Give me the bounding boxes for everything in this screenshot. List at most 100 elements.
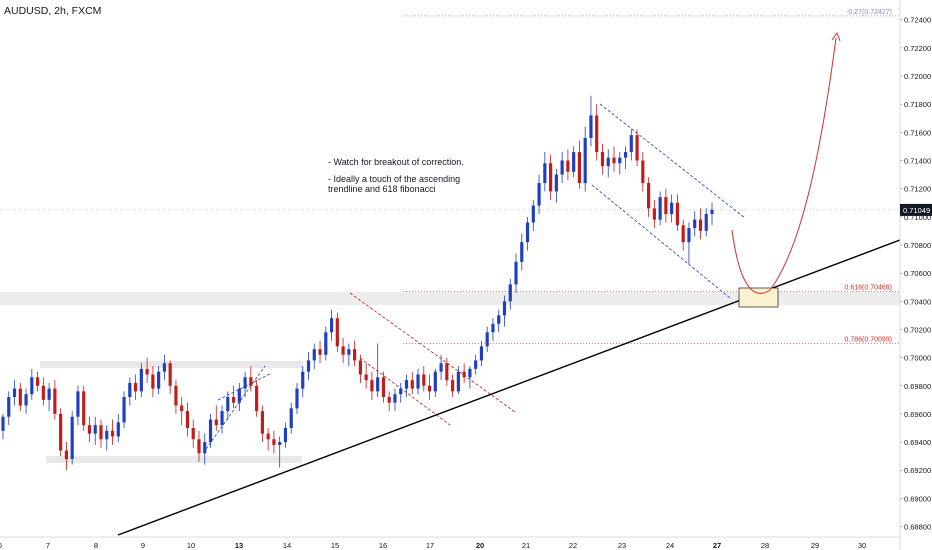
- candle-body: [675, 202, 679, 226]
- time-tick-label: 29: [811, 541, 819, 550]
- support-zone: [46, 456, 302, 463]
- candle-body: [255, 385, 259, 412]
- candle-body: [7, 397, 11, 417]
- candle-body: [110, 430, 115, 437]
- candle-body: [226, 397, 230, 412]
- candle-body: [301, 371, 305, 389]
- symbol-title: AUDUSD, 2h, FXCM: [4, 5, 102, 17]
- candle-body: [664, 197, 668, 214]
- candle-body: [520, 242, 524, 262]
- time-tick-label: 24: [666, 541, 674, 550]
- candle-body: [462, 371, 466, 378]
- price-tick-label: 0.71200: [904, 185, 931, 194]
- time-tick-label: 16: [379, 541, 387, 550]
- candle-body: [497, 315, 501, 324]
- time-tick-label: 9: [141, 541, 145, 550]
- candle-body: [508, 284, 512, 302]
- price-tick-label: 0.70800: [904, 241, 931, 250]
- candle-body: [456, 371, 460, 392]
- candle-body: [577, 152, 582, 184]
- price-tick-label: 0.71600: [904, 128, 931, 137]
- candle-body: [93, 425, 97, 434]
- candle-body: [364, 374, 368, 381]
- candle-body: [491, 323, 495, 333]
- price-tick-label: 0.72000: [904, 72, 931, 81]
- candle-body: [231, 397, 236, 403]
- candle-body: [433, 371, 437, 392]
- price-tick-label: 0.70400: [904, 297, 931, 306]
- candle-body: [347, 349, 351, 355]
- candle-body: [600, 152, 605, 167]
- candle-body: [122, 397, 126, 423]
- candle-body: [704, 214, 708, 231]
- candle-body: [698, 219, 703, 231]
- candle-body: [283, 428, 288, 443]
- candle-body: [220, 411, 224, 426]
- last-price-tag: [900, 203, 932, 216]
- candle-body: [468, 368, 472, 378]
- candle-body: [404, 380, 409, 389]
- candle-body: [105, 430, 109, 440]
- candle-body: [185, 411, 190, 428]
- candle-body: [197, 439, 201, 454]
- candle-body: [353, 349, 357, 361]
- candle-body: [681, 225, 685, 243]
- candle-body: [537, 183, 541, 206]
- candle-body: [64, 450, 68, 459]
- candle-body: [618, 157, 622, 164]
- candle-body: [145, 368, 149, 375]
- candle-body: [387, 397, 391, 403]
- time-tick-label: 28: [761, 541, 769, 550]
- time-tick-label: 10: [187, 541, 195, 550]
- channel-up-lower: [205, 365, 266, 450]
- candle-body: [416, 374, 420, 389]
- candle-body: [76, 391, 80, 417]
- time-tick-label: 17: [426, 541, 434, 550]
- candle-body: [53, 388, 57, 414]
- candle-body: [295, 388, 299, 409]
- candle-body: [560, 160, 564, 175]
- candle-body: [410, 380, 414, 389]
- candle-body: [18, 388, 22, 406]
- candle-body: [635, 135, 639, 161]
- candle-body: [693, 219, 697, 229]
- candle-body: [133, 382, 138, 392]
- candle-body: [445, 363, 449, 381]
- candle-body: [658, 197, 662, 220]
- price-tick-label: 0.69800: [904, 382, 931, 391]
- candle-body: [485, 332, 489, 347]
- price-tick-label: 0.69200: [904, 466, 931, 475]
- price-tick-label: 0.69000: [904, 494, 931, 503]
- candle-body: [208, 419, 213, 443]
- time-tick-label: 21: [522, 541, 530, 550]
- candle-body: [710, 209, 714, 214]
- candle-body: [641, 160, 645, 184]
- time-tick-label: 20: [476, 541, 484, 550]
- candle-body: [554, 174, 558, 192]
- price-tick-label: 0.71800: [904, 100, 931, 109]
- fib-level-0786-label: 0.786(0.70099): [845, 337, 892, 344]
- candle-body: [157, 371, 161, 389]
- price-tick-label: 0.69600: [904, 410, 931, 419]
- candle-body: [180, 405, 184, 412]
- key-level-zone: [0, 292, 900, 305]
- candle-body: [36, 377, 40, 386]
- ascending-trendline: [117, 239, 901, 536]
- projection-arrowhead: [831, 31, 841, 42]
- candle-body: [312, 349, 316, 361]
- annotation-watch-breakout: - Watch for breakout of correction.: [328, 157, 464, 167]
- fib-level-0618-label: 0.618(0.70469): [845, 285, 892, 292]
- candle-body: [393, 394, 397, 403]
- candle-body: [41, 385, 45, 400]
- candle-body: [237, 388, 241, 403]
- candle-body: [306, 360, 311, 372]
- candle-body: [670, 202, 674, 214]
- price-tick-label: 0.71000: [904, 213, 931, 222]
- candle-body: [335, 318, 339, 347]
- candle-body: [289, 408, 293, 428]
- candle-body: [162, 363, 166, 372]
- candle-body: [12, 388, 17, 398]
- candle-body: [474, 360, 478, 369]
- candle-body: [525, 222, 530, 243]
- time-tick-label: 27: [713, 541, 721, 550]
